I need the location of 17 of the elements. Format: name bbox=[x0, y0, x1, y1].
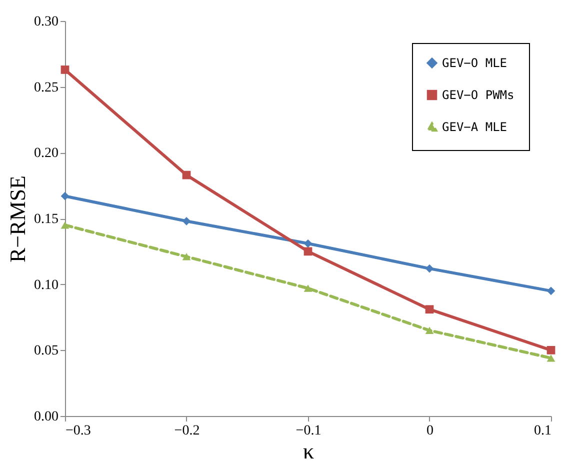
y-tick-label: 0.20 bbox=[34, 146, 58, 162]
y-tick-label: 0.25 bbox=[34, 80, 58, 96]
y-tick-label: 0.15 bbox=[34, 212, 58, 227]
legend-label: GEV−O MLE bbox=[442, 56, 508, 70]
legend-label: GEV−A MLE bbox=[442, 120, 508, 134]
y-tick-label: 0.30 bbox=[34, 14, 58, 30]
x-tick-label: 0.1 bbox=[534, 424, 552, 438]
legend-label: GEV−O PWMs bbox=[442, 88, 514, 102]
y-tick-label: 0.00 bbox=[34, 410, 58, 424]
y-tick-label: 0.05 bbox=[34, 344, 58, 359]
x-tick-label: −0.3 bbox=[66, 424, 91, 438]
y-tick-label: 0.10 bbox=[34, 278, 58, 293]
x-tick-label: 0 bbox=[426, 424, 434, 438]
x-axis-title: κ bbox=[302, 438, 314, 464]
y-axis-title: R−RMSE bbox=[5, 176, 30, 262]
x-tick-label: −0.1 bbox=[296, 424, 322, 438]
x-tick-label: −0.2 bbox=[174, 424, 200, 438]
